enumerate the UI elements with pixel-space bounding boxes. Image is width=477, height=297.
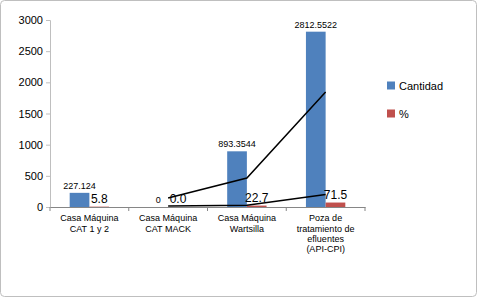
legend: Cantidad% (387, 80, 443, 120)
x-tick: Casa MáquinaWartsilla (218, 207, 276, 234)
category-separator (128, 207, 129, 211)
y-tick-label: 2500 (19, 45, 43, 57)
bar (70, 193, 90, 207)
x-tick-label: Casa MáquinaWartsilla (218, 213, 276, 233)
y-tick-label: 1000 (19, 139, 43, 151)
category-separator (365, 207, 366, 211)
y-tick-mark (46, 114, 50, 115)
x-tick: Casa MáquinaCAT 1 y 2 (60, 207, 118, 234)
y-tick-label: 1500 (19, 108, 43, 120)
legend-swatch (387, 82, 395, 90)
x-tick: Poza detratamiento deefluentes(API-CPI) (297, 207, 355, 254)
category-separator (50, 207, 51, 211)
data-label: 5.8 (91, 192, 108, 206)
y-tick-label: 0 (37, 201, 43, 213)
data-label: 71.5 (324, 188, 348, 202)
y-tick-mark (46, 51, 50, 52)
data-labels: 227.124 0 893.3544 2812.5522 5.8 0.0 22.7 71.5 (63, 20, 347, 206)
bar (326, 203, 346, 207)
bar (306, 32, 326, 207)
category-separator (207, 207, 208, 211)
chart-border (1, 1, 477, 297)
x-tick-label: Casa MáquinaCAT 1 y 2 (60, 213, 118, 233)
data-label: 22.7 (245, 191, 269, 205)
line (168, 92, 326, 198)
bar (89, 206, 109, 207)
legend-label: Cantidad (399, 80, 443, 92)
y-tick: 1500 (19, 108, 50, 120)
bar (148, 207, 168, 208)
y-tick-mark (46, 207, 50, 208)
x-axis: Casa MáquinaCAT 1 y 2 Casa MáquinaCAT MAC… (51, 207, 366, 254)
y-tick-label: 2000 (19, 76, 43, 88)
x-tick-label: Casa MáquinaCAT MACK (139, 213, 197, 233)
y-axis: 0 500 1000 1500 2000 2500 3000 (19, 14, 51, 213)
y-tick: 0 (37, 201, 50, 213)
chart: 0 500 1000 1500 2000 2500 3000 Casa MáquinaCAT … (0, 0, 477, 297)
x-tick: Casa MáquinaCAT MACK (139, 207, 197, 234)
y-tick: 1000 (19, 139, 50, 151)
data-label: 2812.5522 (295, 20, 338, 30)
data-label: 0.0 (170, 192, 187, 206)
y-axis-line (46, 21, 51, 208)
data-label: 0 (156, 195, 161, 205)
y-tick: 2000 (19, 76, 50, 88)
legend-label: % (399, 108, 409, 120)
y-tick-label: 3000 (19, 14, 43, 26)
y-tick: 3000 (19, 14, 50, 26)
data-label: 227.124 (63, 181, 96, 191)
plot-area (70, 32, 346, 207)
y-tick-mark (46, 82, 50, 83)
y-tick-mark (46, 20, 50, 21)
x-tick-label: Poza detratamiento deefluentes(API-CPI) (297, 213, 355, 254)
bar-series (70, 32, 326, 207)
legend-swatch (387, 110, 395, 118)
y-tick-mark (46, 145, 50, 146)
y-tick-mark (46, 176, 50, 177)
y-tick: 500 (25, 170, 50, 182)
data-label: 893.3544 (218, 139, 256, 149)
y-tick-label: 500 (25, 170, 43, 182)
category-separator (286, 207, 287, 211)
bar (247, 206, 267, 207)
y-tick: 2500 (19, 45, 50, 57)
